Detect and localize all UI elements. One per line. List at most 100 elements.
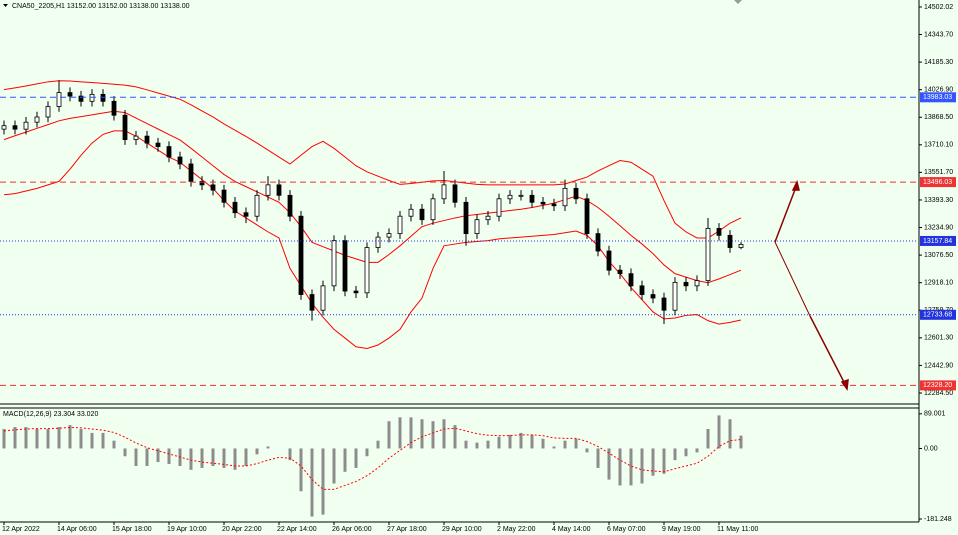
- macd-bar: [321, 448, 325, 515]
- candle-body: [45, 106, 51, 118]
- projection-arrows: [774, 179, 849, 392]
- macd-bar: [662, 448, 666, 474]
- candle-body: [100, 93, 106, 102]
- chart-title: CNA50_2205,H1 13152.00 13152.00 13138.00…: [12, 3, 190, 10]
- y-tick-label: 14502.02: [924, 4, 953, 11]
- macd-bar: [673, 448, 677, 461]
- shift-marker: [734, 0, 742, 4]
- candle-body: [254, 194, 260, 217]
- macd-bar: [695, 448, 699, 453]
- macd-bar: [332, 448, 336, 484]
- candle-body: [331, 240, 337, 287]
- candle-body: [342, 240, 348, 292]
- macd-bar: [134, 448, 138, 466]
- macd-bar: [596, 448, 600, 468]
- y-tick-label: 0.00: [924, 445, 938, 452]
- x-tick-label: 29 Apr 10:00: [442, 526, 482, 533]
- macd-bar: [68, 425, 72, 449]
- menu-icon: [3, 4, 8, 7]
- candle-body: [441, 184, 447, 200]
- macd-bar: [442, 419, 446, 449]
- candle-body: [188, 163, 194, 182]
- macd-bar: [464, 440, 468, 449]
- candle-body: [364, 247, 370, 294]
- arrow-up: [774, 186, 797, 243]
- candle-body: [298, 215, 304, 295]
- macd-bar: [486, 440, 490, 449]
- candle-body: [617, 269, 623, 275]
- x-tick-label: 19 Apr 10:00: [167, 526, 207, 533]
- level-label-box: [920, 177, 956, 188]
- macd-bar: [398, 417, 402, 449]
- candle-body: [199, 180, 205, 186]
- macd-bar: [244, 448, 248, 466]
- level-label-box: [920, 309, 956, 320]
- macd-bar: [222, 448, 226, 468]
- x-tick-label: 6 May 07:00: [607, 526, 646, 533]
- macd-bar: [156, 448, 160, 463]
- y-tick-label: 13393.30: [924, 197, 953, 204]
- macd-bar: [453, 425, 457, 449]
- macd-bar: [684, 448, 688, 457]
- candle-body: [23, 121, 29, 130]
- y-tick-label: 12601.30: [924, 335, 953, 342]
- x-tick-label: 27 Apr 18:00: [387, 526, 427, 533]
- candle-body: [265, 184, 271, 196]
- macd-bar: [640, 448, 644, 484]
- macd-bar: [508, 434, 512, 449]
- macd-bar: [90, 432, 94, 449]
- macd-bar: [24, 427, 28, 449]
- macd-bar: [288, 448, 292, 461]
- y-tick-label: 14026.90: [924, 87, 953, 94]
- candle-body: [177, 156, 183, 165]
- macd-bar: [112, 440, 116, 449]
- x-tick-label: 12 Apr 2022: [2, 526, 40, 533]
- x-tick-label: 11 May 11:00: [717, 526, 758, 533]
- level-label: 13983.03: [923, 94, 952, 101]
- candle-body: [232, 201, 238, 214]
- y-tick-label: -181.248: [924, 516, 952, 523]
- x-tick-label: 20 Apr 22:00: [222, 526, 262, 533]
- candle-body: [507, 194, 513, 200]
- candle-body: [386, 233, 392, 238]
- y-tick-label: 12918.10: [924, 280, 953, 287]
- y-tick-label: 13076.50: [924, 252, 953, 259]
- candle-body: [276, 184, 282, 196]
- y-tick-label: 13710.10: [924, 142, 953, 149]
- candle-body: [650, 294, 656, 299]
- macd-bar: [57, 427, 61, 449]
- candle-body: [716, 227, 722, 236]
- macd-bar: [79, 429, 83, 449]
- candle-body: [551, 203, 557, 207]
- macd-bar: [46, 429, 50, 449]
- macd-bar: [563, 440, 567, 449]
- macd-bar: [123, 448, 127, 457]
- macd-bar: [211, 448, 215, 466]
- candle-body: [34, 116, 40, 123]
- macd-bar: [13, 427, 17, 449]
- candle-body: [738, 244, 744, 248]
- candle-body: [463, 201, 469, 235]
- arrow-down: [774, 241, 811, 317]
- arrow-head: [791, 179, 800, 191]
- macd-bar: [706, 429, 710, 449]
- candle-body: [452, 184, 458, 203]
- y-tick-label: 13868.50: [924, 114, 953, 121]
- bollinger-band: [3, 110, 742, 284]
- macd-bar: [2, 429, 6, 449]
- level-label-box: [920, 380, 956, 391]
- candle-body: [705, 227, 711, 282]
- y-tick-label: 13551.70: [924, 169, 953, 176]
- macd-bar: [651, 448, 655, 476]
- macd-bar: [409, 417, 413, 449]
- y-tick-label: 14343.70: [924, 31, 953, 38]
- macd-bar: [266, 446, 270, 449]
- candle-body: [309, 294, 315, 311]
- macd-bar: [607, 448, 611, 480]
- level-label: 13157.84: [923, 238, 952, 245]
- candle-body: [518, 194, 524, 197]
- y-tick-label: 12284.50: [924, 390, 953, 397]
- arrow-head: [840, 378, 849, 392]
- macd-bar: [299, 448, 303, 492]
